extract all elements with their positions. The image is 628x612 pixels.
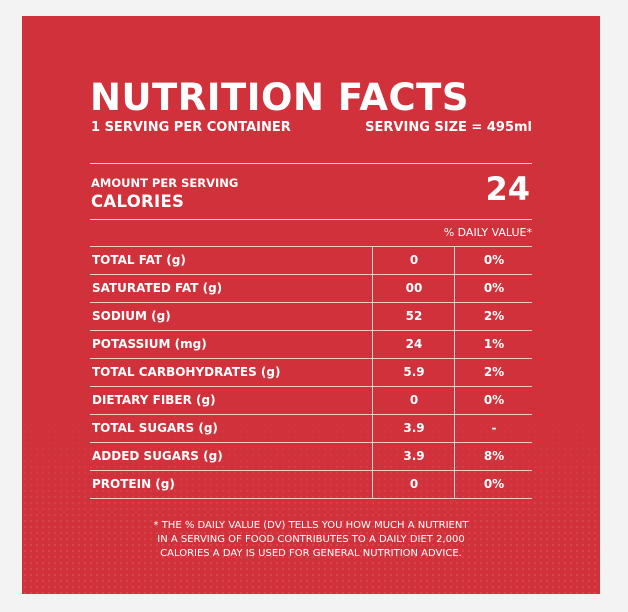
nutrient-daily-value: 0% [454,387,533,414]
nutrient-amount: 24 [372,331,455,358]
dot-pattern-background [22,404,600,594]
nutrient-amount: 3.9 [372,415,455,442]
nutrient-daily-value: - [454,415,533,442]
nutrient-row: POTASSIUM (mg) 24 1% [90,331,532,359]
nutrient-daily-value: 8% [454,443,533,470]
nutrient-amount: 52 [372,303,455,330]
daily-value-header: % DAILY VALUE* [443,226,532,239]
nutrient-table: TOTAL FAT (g) 0 0% SATURATED FAT (g) 00 0% SOD… [90,246,532,499]
nutrient-row: ADDED SUGARS (g) 3.9 8% [90,443,532,471]
nutrient-amount: 5.9 [372,359,455,386]
nutrient-amount: 00 [372,275,455,302]
nutrient-row: DIETARY FIBER (g) 0 0% [90,387,532,415]
footnote: * THE % DAILY VALUE (DV) TELLS YOU HOW M… [90,519,532,561]
nutrient-daily-value: 2% [454,303,533,330]
nutrient-daily-value: 0% [454,471,533,498]
nutrient-name: TOTAL SUGARS (g) [92,421,218,435]
footnote-line: * THE % DAILY VALUE (DV) TELLS YOU HOW M… [153,520,469,531]
nutrient-name: POTASSIUM (mg) [92,337,207,351]
nutrient-amount: 3.9 [372,443,455,470]
label-title: NUTRITION FACTS [90,76,470,119]
nutrient-amount: 0 [372,387,455,414]
divider-calories [90,219,532,220]
nutrient-row: TOTAL SUGARS (g) 3.9- [90,415,532,443]
nutrient-name: DIETARY FIBER (g) [92,393,216,407]
nutrient-name: SATURATED FAT (g) [92,281,223,295]
nutrient-daily-value: 2% [454,359,533,386]
divider-top [90,163,532,164]
servings-per-container: 1 SERVING PER CONTAINER [91,120,291,135]
calories-label: CALORIES [91,192,185,211]
nutrient-row: SODIUM (g) 52 2% [90,303,532,331]
nutrient-name: TOTAL CARBOHYDRATES (g) [92,365,281,379]
nutrient-row: SATURATED FAT (g) 00 0% [90,275,532,303]
nutrient-amount: 0 [372,247,455,274]
serving-size: SERVING SIZE = 495ml [365,120,532,135]
footnote-line: CALORIES A DAY IS USED FOR GENERAL NUTRI… [160,548,462,559]
nutrient-name: ADDED SUGARS (g) [92,449,223,463]
nutrient-row: PROTEIN (g) 0 0% [90,471,532,499]
nutrient-amount: 0 [372,471,455,498]
nutrient-daily-value: 0% [454,247,533,274]
calories-value: 24 [485,170,530,208]
nutrient-daily-value: 1% [454,331,533,358]
nutrient-name: PROTEIN (g) [92,477,175,491]
nutrient-name: TOTAL FAT (g) [92,253,186,267]
nutrient-daily-value: 0% [454,275,533,302]
amount-per-serving: AMOUNT PER SERVING [91,176,239,190]
nutrient-row: TOTAL FAT (g) 0 0% [90,246,532,275]
nutrient-name: SODIUM (g) [92,309,171,323]
footnote-line: IN A SERVING OF FOOD CONTRIBUTES TO A DA… [157,534,465,545]
nutrition-facts-panel: NUTRITION FACTS 1 SERVING PER CONTAINER … [22,16,600,594]
nutrient-row: TOTAL CARBOHYDRATES (g) 5.9 2% [90,359,532,387]
